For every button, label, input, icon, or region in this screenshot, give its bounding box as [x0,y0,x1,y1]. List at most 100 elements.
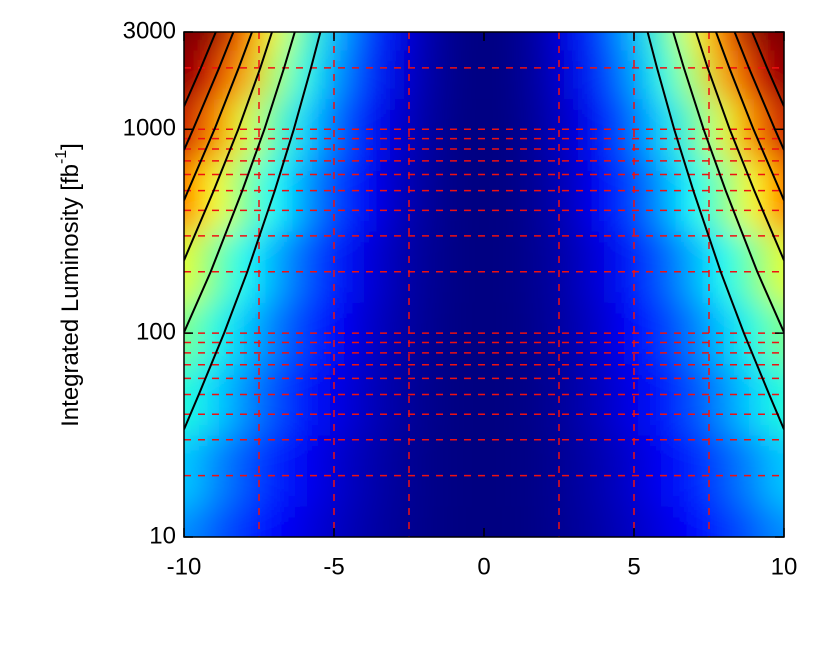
contour-line [646,32,784,430]
x-tick-label: -5 [323,553,344,580]
y-axis-label-text: Integrated Luminosity [fb [57,164,84,427]
heat-cell [184,231,200,303]
heat-cell [529,159,560,232]
heat-cell [529,435,560,507]
contour-line [184,32,296,333]
heat-cell [709,435,740,507]
heat-cell [259,435,290,507]
heat-cell [769,32,784,51]
heat-cell [469,159,500,232]
heat-cell [739,159,770,232]
heat-cell [409,435,440,507]
contour-line [695,32,784,261]
contour-line [751,32,784,107]
heat-cell [229,506,260,537]
heat-cell [439,49,470,100]
heat-cell [559,159,590,232]
y-tick-label: 1000 [123,115,176,142]
heat-cell [739,32,770,51]
heat-cell [679,506,710,537]
heat-cell [499,32,530,51]
heat-cell [529,231,560,303]
heat-cell [679,32,710,51]
heat-cell [559,435,590,507]
heat-cell [649,32,680,51]
heat-cell [469,506,500,537]
heat-cell [199,159,230,232]
heat-cell [349,231,380,303]
heat-cell [199,363,230,436]
heat-cell [259,231,290,303]
heat-cell [259,32,290,51]
heat-cell [469,231,500,303]
heat-cell [709,231,740,303]
heat-cell [709,506,740,537]
heat-cell [619,32,650,51]
heat-cell [199,49,230,100]
heat-cell [409,32,440,51]
heat-cell [349,49,380,100]
heat-cell [379,231,410,303]
heat-cell [184,435,200,507]
heat-cell [559,231,590,303]
heat-cell [469,49,500,100]
contour-line [733,32,784,151]
heat-cell [649,231,680,303]
heat-cell [709,49,740,100]
heat-cell [289,435,320,507]
heat-cell [499,49,530,100]
heat-cell [529,49,560,100]
heat-cell [259,506,290,537]
heat-cell [349,506,380,537]
y-tick-label: 100 [136,318,176,345]
heat-cell [769,159,784,232]
heat-cell [289,506,320,537]
axes: -10 -5 0 5 10 10 100 1000 3000 [123,17,798,580]
heat-cell [769,49,784,100]
y-tick-label: 10 [149,522,176,549]
heat-cell [709,32,740,51]
heat-cell [199,32,230,51]
heat-cell [229,231,260,303]
heat-cell [589,506,620,537]
x-tick-label: -10 [167,553,202,580]
x-tick-label: 0 [477,553,490,580]
heat-cell [379,435,410,507]
heat-cell [439,32,470,51]
heat-cell [289,159,320,232]
heat-cell [589,363,620,436]
contour-line [715,32,784,201]
heat-cell [184,506,200,537]
heat-cell [439,506,470,537]
contour-line [184,32,322,430]
heat-cell [619,506,650,537]
heat-cell [289,231,320,303]
heat-cell [619,231,650,303]
heat-cell [769,435,784,507]
heat-cell [679,435,710,507]
heat-cell [469,363,500,436]
heat-cell [184,32,200,51]
contour-line [184,32,235,151]
x-tick-label: 5 [627,553,640,580]
heat-cell [199,506,230,537]
heat-cell [184,159,200,232]
x-tick-label: 10 [771,553,798,580]
heat-cell [409,506,440,537]
heat-cell [409,363,440,436]
heat-cell [649,159,680,232]
heat-cell [259,363,290,436]
heat-cell [739,363,770,436]
heat-cell [499,363,530,436]
heat-cell [409,49,440,100]
heat-cell [409,159,440,232]
heat-cell [349,159,380,232]
heat-cell [379,32,410,51]
heat-cell [439,231,470,303]
heat-cell [379,159,410,232]
y-axis-label-superscript: -1 [53,150,70,164]
heat-cell [499,435,530,507]
heat-cell [499,159,530,232]
heat-cell [319,506,350,537]
